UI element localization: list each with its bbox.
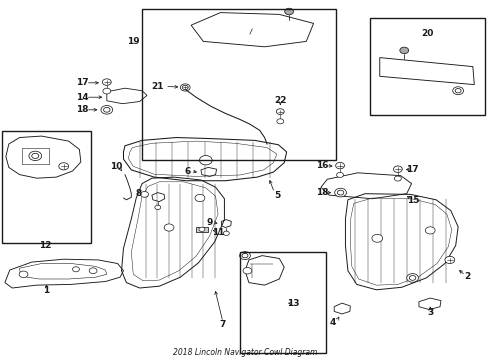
Text: 18: 18	[316, 188, 329, 197]
Text: 19: 19	[127, 37, 140, 46]
Circle shape	[400, 47, 409, 54]
Text: 13: 13	[287, 299, 299, 307]
Text: 4: 4	[330, 318, 337, 327]
Circle shape	[19, 271, 28, 278]
Circle shape	[409, 275, 416, 280]
Circle shape	[180, 84, 190, 91]
Circle shape	[223, 231, 229, 235]
Text: 21: 21	[151, 82, 164, 91]
Circle shape	[393, 166, 402, 172]
Circle shape	[240, 252, 250, 260]
Text: 10: 10	[110, 162, 123, 171]
Text: 6: 6	[184, 166, 190, 175]
Text: 5: 5	[275, 191, 281, 199]
Text: 17: 17	[76, 78, 89, 87]
Text: 2018 Lincoln Navigator Cowl Diagram: 2018 Lincoln Navigator Cowl Diagram	[173, 348, 317, 357]
Circle shape	[242, 253, 248, 258]
Circle shape	[29, 151, 42, 161]
Text: 14: 14	[76, 93, 89, 102]
Circle shape	[394, 176, 401, 181]
Circle shape	[59, 163, 69, 170]
Circle shape	[372, 234, 383, 242]
Text: 1: 1	[44, 287, 49, 295]
Circle shape	[425, 227, 435, 234]
Bar	[240, 252, 326, 353]
Text: 22: 22	[274, 96, 287, 105]
Polygon shape	[380, 58, 474, 85]
Circle shape	[243, 267, 252, 274]
Polygon shape	[321, 173, 412, 199]
Circle shape	[199, 227, 205, 231]
Text: 2: 2	[465, 272, 470, 281]
Text: 7: 7	[220, 320, 226, 329]
Circle shape	[277, 119, 284, 124]
Text: 8: 8	[136, 189, 142, 198]
Circle shape	[455, 89, 461, 93]
Text: 3: 3	[427, 308, 433, 317]
Circle shape	[182, 85, 188, 90]
Text: 9: 9	[206, 218, 213, 227]
Circle shape	[89, 268, 97, 274]
Circle shape	[103, 88, 111, 94]
Circle shape	[276, 109, 284, 114]
Text: 12: 12	[39, 241, 52, 250]
Bar	[370, 18, 485, 115]
Circle shape	[102, 79, 111, 85]
Text: 11: 11	[212, 228, 225, 237]
Circle shape	[285, 8, 294, 15]
Circle shape	[335, 188, 346, 197]
Circle shape	[336, 162, 344, 169]
Circle shape	[195, 194, 205, 202]
Circle shape	[103, 107, 110, 112]
Bar	[2, 131, 91, 243]
Text: 16: 16	[316, 161, 329, 170]
Circle shape	[445, 256, 455, 264]
Circle shape	[164, 224, 174, 231]
Polygon shape	[191, 13, 314, 47]
Bar	[196, 227, 208, 232]
Circle shape	[141, 192, 148, 197]
Circle shape	[32, 153, 39, 158]
Circle shape	[73, 267, 79, 272]
Text: 15: 15	[407, 196, 419, 205]
Text: 20: 20	[421, 29, 434, 37]
Circle shape	[101, 105, 113, 114]
Circle shape	[337, 190, 344, 195]
Circle shape	[337, 172, 343, 177]
Circle shape	[407, 274, 418, 282]
Text: 18: 18	[76, 105, 89, 114]
Text: 17: 17	[406, 165, 419, 174]
Bar	[142, 9, 336, 160]
Circle shape	[453, 87, 464, 95]
Circle shape	[199, 156, 212, 165]
Circle shape	[155, 205, 161, 210]
